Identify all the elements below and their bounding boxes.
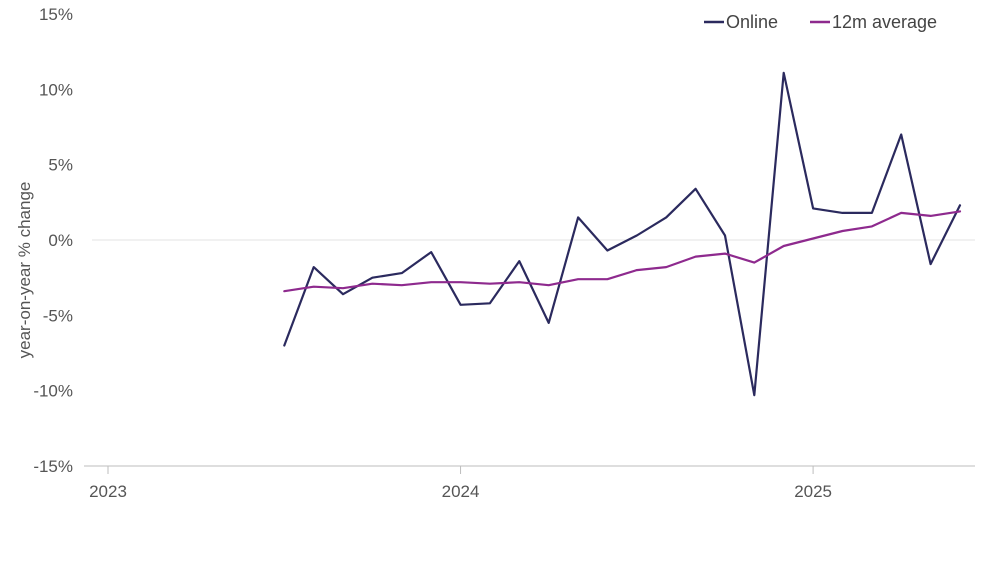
series-lines xyxy=(283,71,962,397)
y-tick-label: -10% xyxy=(33,382,73,401)
y-tick-label: 10% xyxy=(39,80,73,99)
x-axis-ticks: 2023 2024 2025 xyxy=(89,466,832,501)
y-axis-title: year-on-year % change xyxy=(15,182,34,359)
x-tick-label: 2025 xyxy=(794,482,832,501)
y-tick-label: 0% xyxy=(48,231,73,250)
legend: Online 12m average xyxy=(704,12,937,32)
series-line-online xyxy=(283,71,962,397)
legend-item-12m-average: 12m average xyxy=(810,12,937,32)
legend-item-online: Online xyxy=(704,12,778,32)
legend-label: Online xyxy=(726,12,778,32)
y-tick-label: -5% xyxy=(43,306,73,325)
series-line-12m-average xyxy=(283,210,962,293)
legend-label: 12m average xyxy=(832,12,937,32)
y-axis-ticks: 15% 10% 5% 0% -5% -10% -15% xyxy=(33,5,73,476)
x-tick-label: 2023 xyxy=(89,482,127,501)
y-tick-label: -15% xyxy=(33,457,73,476)
y-tick-label: 15% xyxy=(39,5,73,24)
x-tick-label: 2024 xyxy=(442,482,480,501)
y-tick-label: 5% xyxy=(48,156,73,175)
